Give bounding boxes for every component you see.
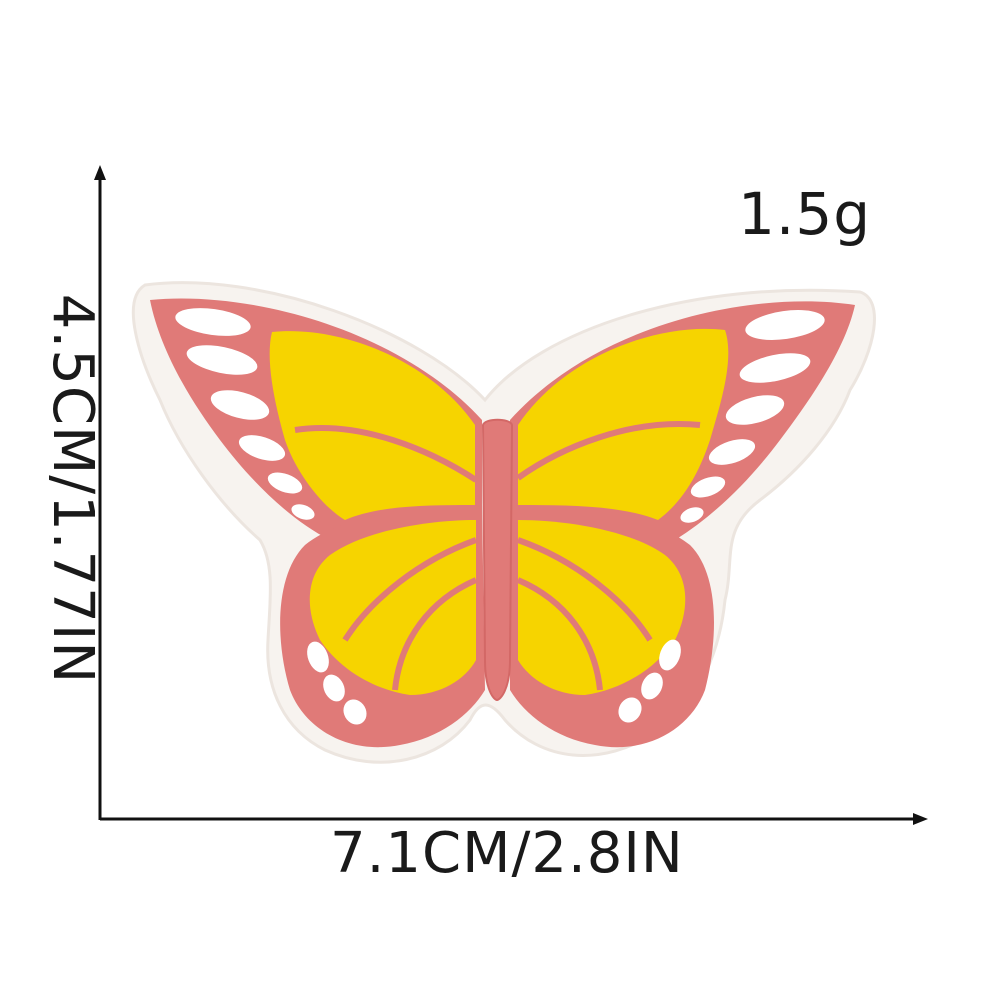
right-lower-wing-vein (516, 537, 653, 691)
weight-label: 1.5g (738, 180, 872, 248)
left-lower-wing-fill (309, 520, 476, 695)
left-upper-wing-fill (269, 331, 475, 520)
right-upper-wing-vein (516, 421, 701, 481)
left-lower-wing-vein (342, 537, 478, 691)
height-dimension-label: 4.5CM/1.77IN (40, 293, 105, 685)
width-dimension-label: 7.1CM/2.8IN (330, 821, 684, 886)
right-upper-wing-fill (518, 328, 729, 520)
height-axis-arrow (94, 165, 106, 180)
right-lower-spots (618, 639, 681, 723)
left-lower-spots (307, 641, 367, 725)
left-upper-wing-vein (294, 425, 478, 483)
left-upper-spots (175, 308, 315, 520)
butterfly-body (481, 418, 514, 702)
width-axis-arrow (913, 813, 928, 825)
right-upper-spots (680, 310, 825, 523)
right-lower-wing-fill (518, 520, 686, 695)
